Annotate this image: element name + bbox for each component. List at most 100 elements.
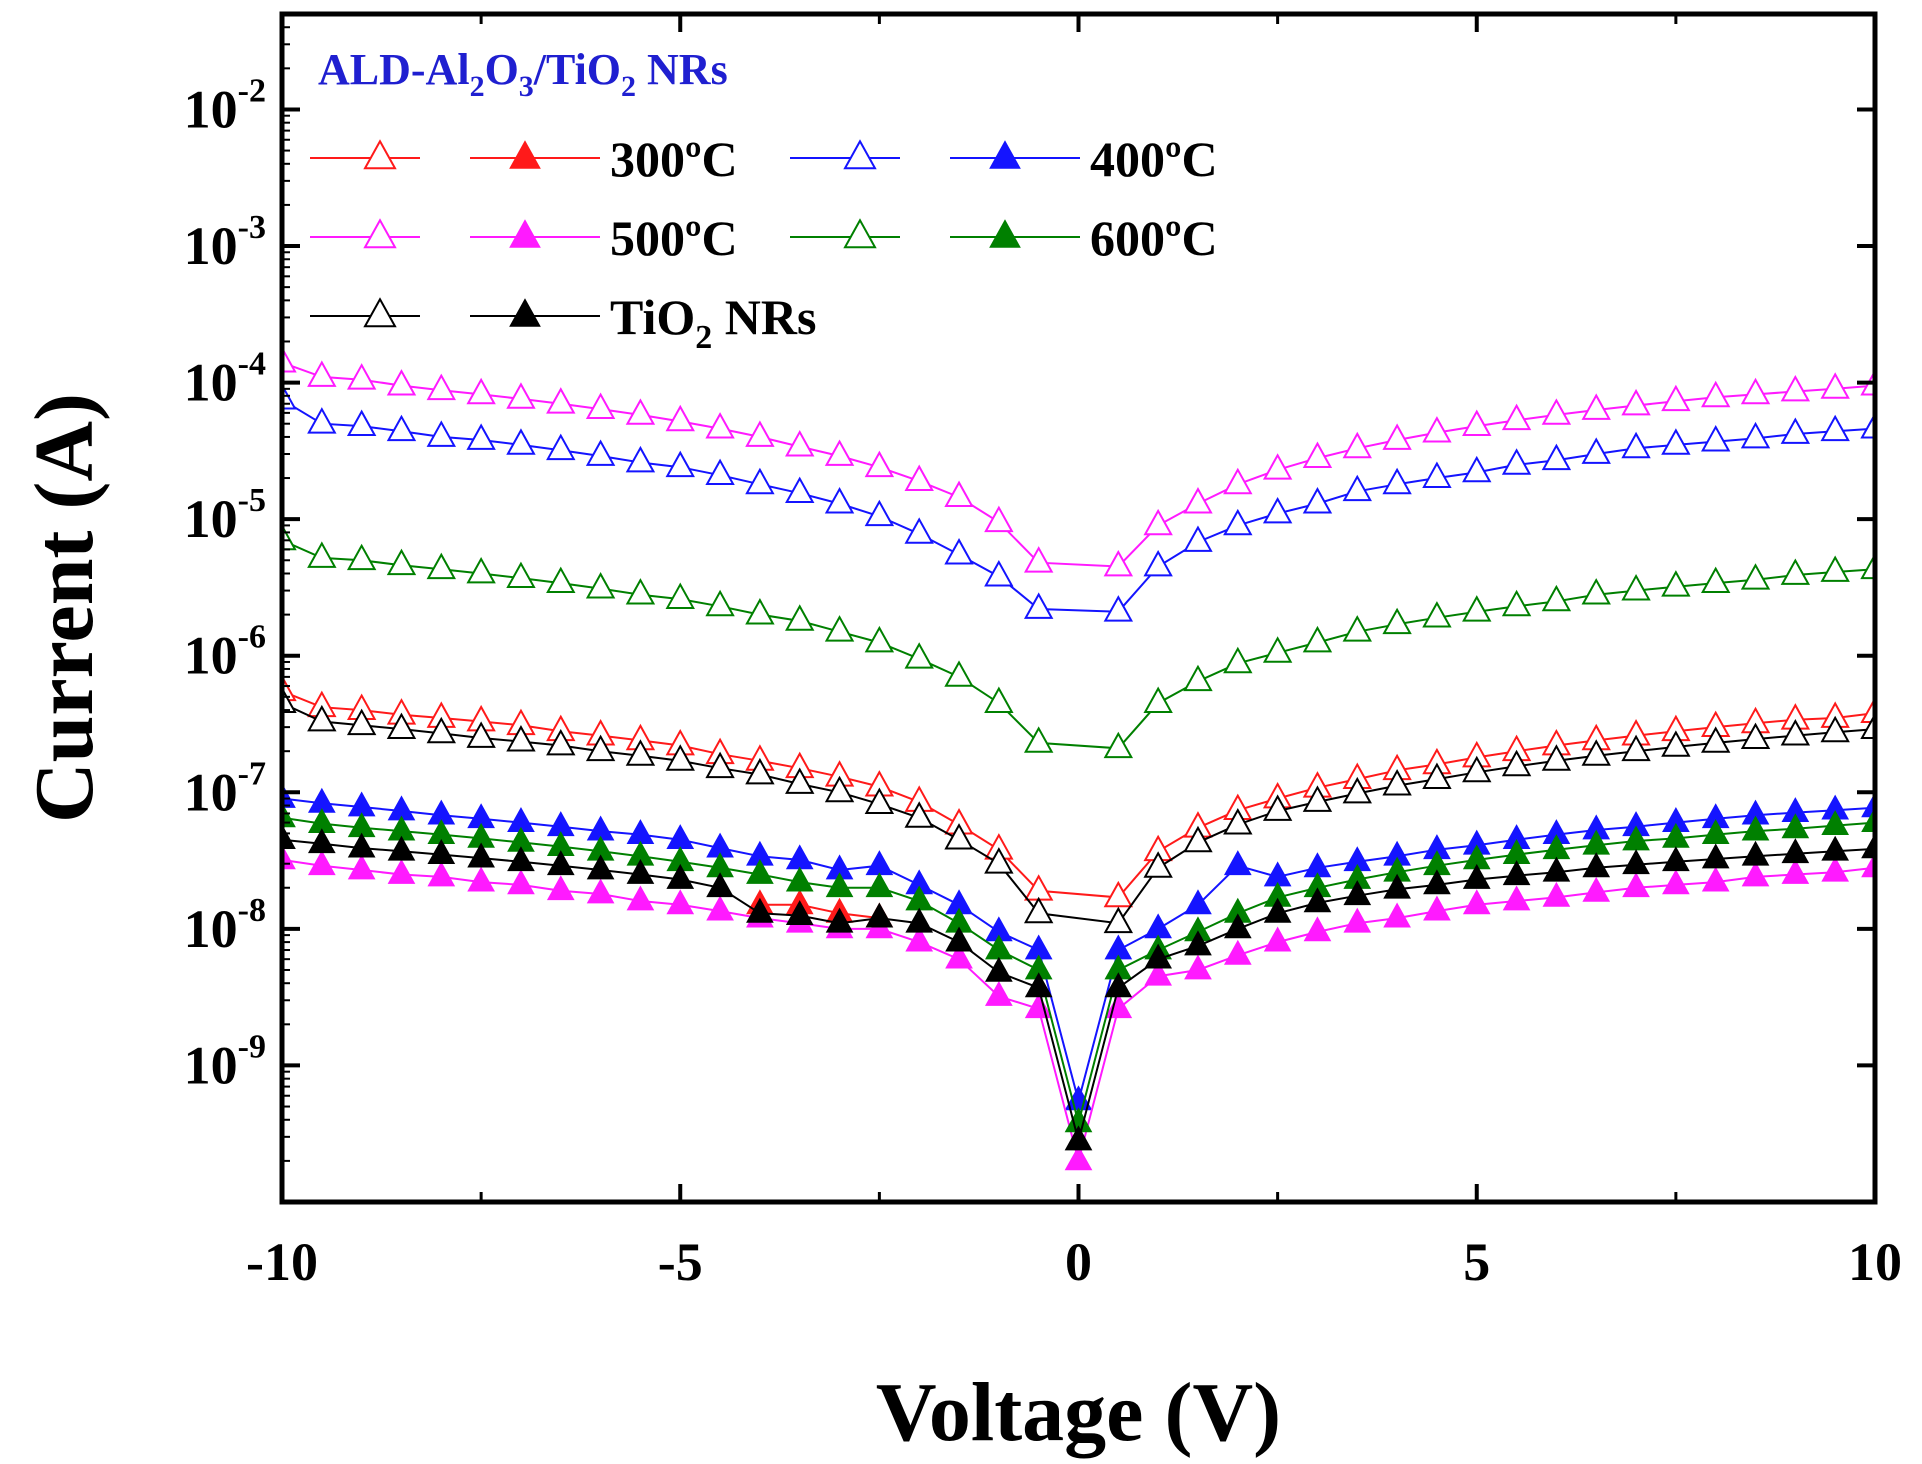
data-point [666,889,695,915]
data-point [865,850,894,876]
data-point [1302,625,1333,653]
data-point [904,642,934,669]
data-point [386,369,417,396]
data-point [944,538,974,565]
data-point [745,467,775,495]
data-point [904,517,934,544]
y-tick-base: 10 [184,899,238,959]
series-line [282,361,1875,568]
data-point [1103,731,1134,759]
data-point [1423,869,1451,895]
data-point [1183,825,1213,853]
data-point [706,895,734,921]
data-point [1542,856,1571,882]
data-point [865,902,894,928]
series-6 [282,523,1875,759]
data-point [1860,712,1875,740]
data-point [1621,734,1651,762]
data-point [1342,615,1372,642]
data-point [864,450,895,478]
data-point [945,943,973,969]
data-point [1184,889,1212,915]
y-tick-exponent: -3 [238,209,266,246]
data-point [1183,664,1213,692]
data-point [427,839,456,864]
data-point [1303,916,1332,942]
data-point [785,767,815,794]
data-point [665,582,695,609]
data-point [282,824,296,850]
data-point [1820,555,1850,582]
data-point [346,543,377,571]
data-point [1622,872,1650,898]
data-point [467,842,495,868]
series-line [759,903,880,920]
data-point [985,980,1013,1006]
data-point [1023,592,1054,619]
data-point [746,897,774,923]
data-point [1183,487,1213,514]
data-point [865,872,894,898]
legend-title-part: NRs [636,45,728,94]
data-point [1541,398,1572,425]
data-point [824,487,855,514]
data-point [824,439,855,466]
legend-label-subscript: 2 [695,319,712,356]
y-tick-label: 10-9 [184,1028,266,1095]
data-point [1860,696,1875,724]
series-2 [282,383,1875,622]
y-tick-exponent: -7 [238,755,266,792]
data-point [625,398,656,425]
data-point [506,561,536,589]
data-point [282,802,296,828]
data-point [1103,549,1134,577]
data-point [1821,835,1850,861]
data-point [1223,808,1253,835]
legend-marker-open [843,218,877,249]
y-tick-label: 10-4 [184,346,266,413]
data-point [745,598,775,625]
data-point [546,387,576,414]
data-point [785,430,815,457]
y-tick-base: 10 [184,353,238,413]
data-point [386,548,417,576]
data-point [347,832,376,858]
y-tick-exponent: -8 [238,892,266,929]
data-point [1821,810,1850,836]
plot-frame [279,11,1878,1205]
data-point [1343,907,1372,933]
data-point [1262,453,1293,480]
legend-label-part: NRs [712,289,816,345]
data-point [1582,852,1611,878]
legend-entry-1: 400ºC [790,131,1218,187]
data-point [626,858,655,884]
series-9 [282,824,1875,1151]
data-point [1223,467,1253,495]
data-point [1860,412,1875,439]
data-point [705,589,735,617]
data-point [1541,584,1572,612]
data-point [1422,461,1452,488]
series-8 [282,686,1875,934]
data-point [1383,902,1411,928]
data-point [1581,393,1611,420]
data-point [1064,1145,1093,1171]
data-point [785,476,815,504]
data-point [1303,887,1332,913]
data-point [546,875,575,901]
data-point [506,428,536,455]
y-axis-title: Current (A) [18,393,111,823]
data-point [1542,881,1571,907]
series-line [282,539,1875,750]
data-point [785,866,814,892]
data-point [1023,546,1054,573]
data-point [1462,863,1491,889]
data-point [1302,487,1333,514]
data-point [1661,730,1691,757]
data-point [1183,525,1213,552]
data-point [426,716,456,744]
data-point [506,382,536,409]
y-tick-label: 10-8 [184,892,266,959]
data-point [1382,423,1412,450]
data-point [1023,896,1054,924]
